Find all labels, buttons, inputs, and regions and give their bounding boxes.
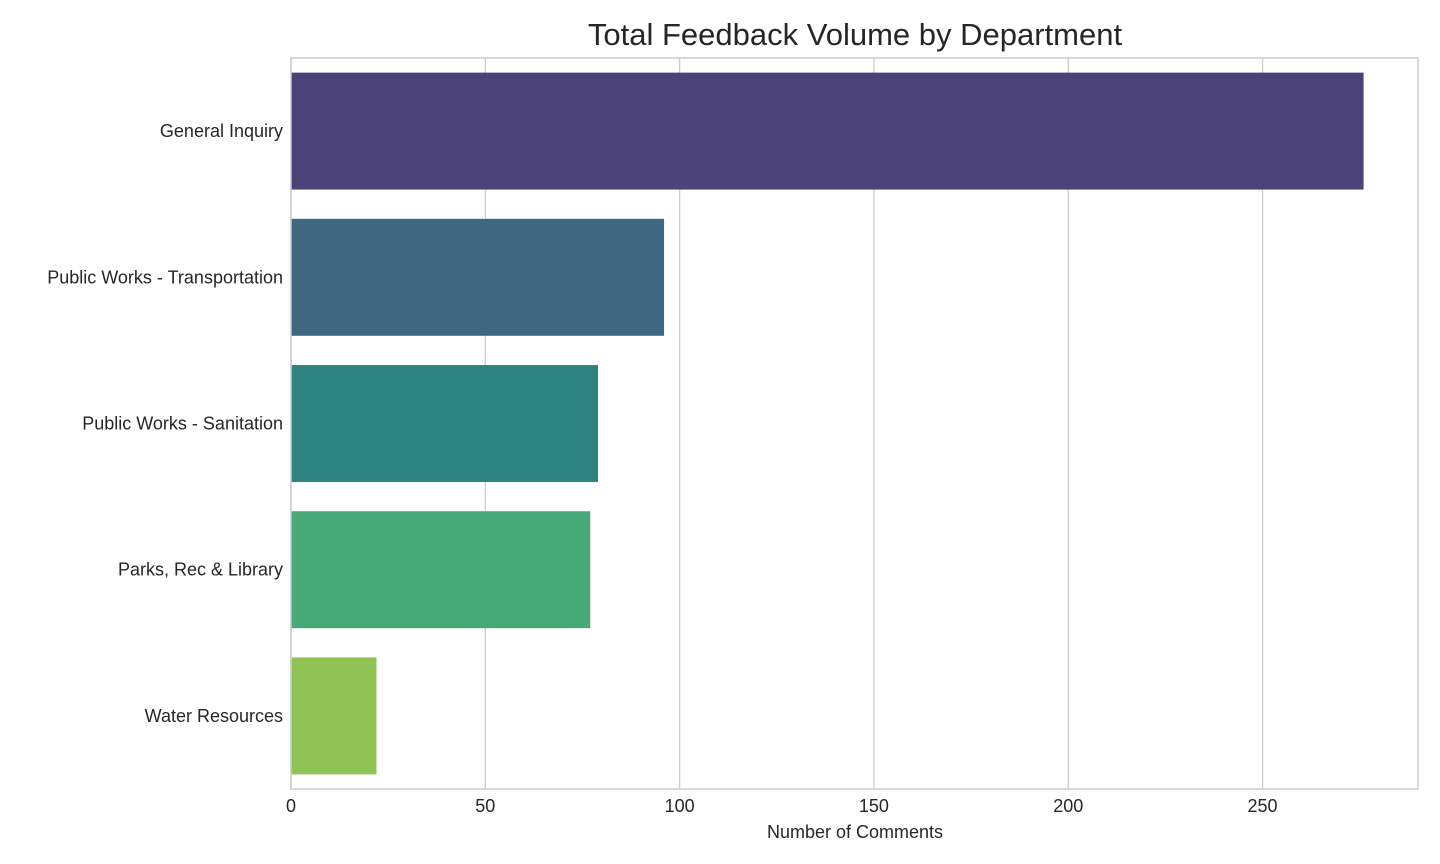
bar — [291, 72, 1364, 190]
bar — [291, 218, 665, 336]
x-tick-label: 0 — [286, 796, 296, 816]
chart-title: Total Feedback Volume by Department — [588, 17, 1123, 52]
x-tick-label: 200 — [1053, 796, 1083, 816]
bar — [291, 365, 599, 482]
x-axis-label: Number of Comments — [767, 822, 943, 842]
y-tick-label: Water Resources — [145, 706, 283, 726]
x-tick-label: 100 — [665, 796, 695, 816]
bar — [291, 657, 377, 775]
x-tick-label: 50 — [475, 796, 495, 816]
y-tick-label: Public Works - Sanitation — [82, 414, 283, 434]
y-tick-label: General Inquiry — [160, 121, 283, 141]
x-tick-label: 150 — [859, 796, 889, 816]
plot-frame — [290, 57, 1419, 790]
y-axis-ticks: General Inquiry Public Works - Transporta… — [47, 121, 283, 726]
bar — [291, 511, 591, 629]
bars — [291, 72, 1364, 775]
y-tick-label: Parks, Rec & Library — [118, 560, 283, 580]
y-tick-label: Public Works - Transportation — [47, 267, 283, 287]
x-tick-label: 250 — [1248, 796, 1278, 816]
x-axis-ticks: 0 50 100 150 200 250 — [286, 796, 1278, 816]
